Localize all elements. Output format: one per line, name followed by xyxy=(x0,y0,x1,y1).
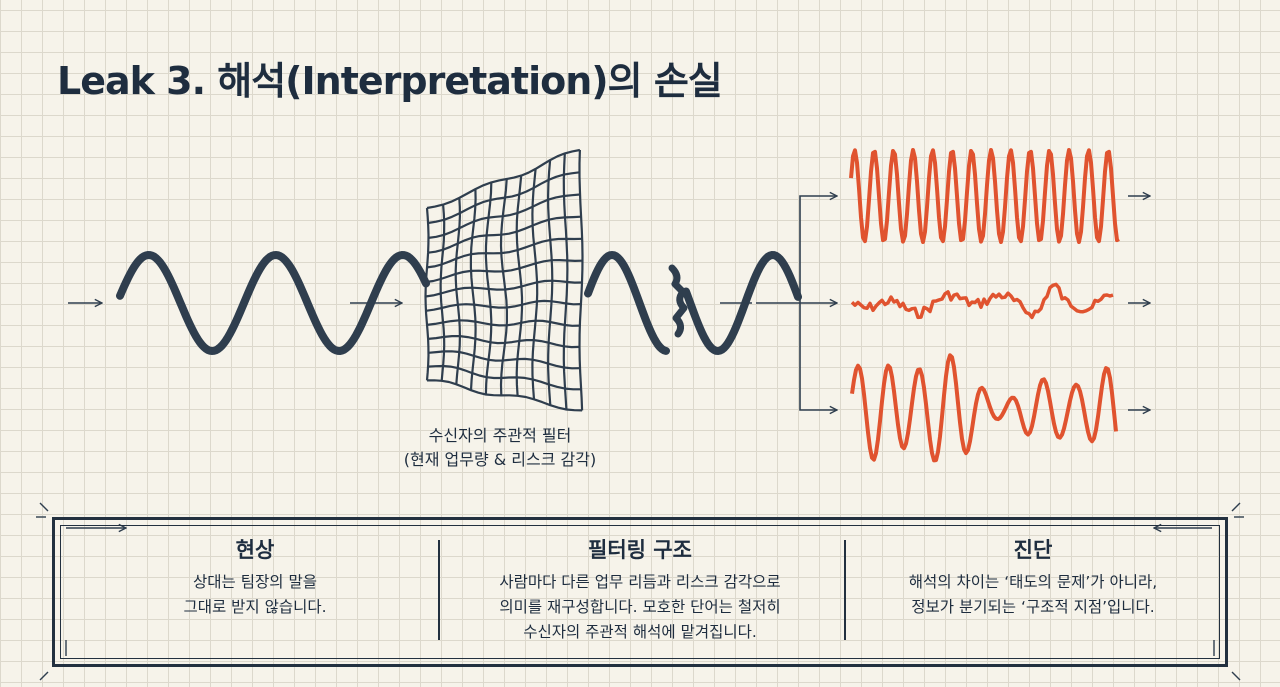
filtered-wave-segment xyxy=(584,250,670,355)
filter-caption: 수신자의 주관적 필터 (현재 업무량 & 리스크 감각) xyxy=(360,424,640,472)
summary-panel-inner-frame xyxy=(60,525,1220,659)
column-body: 해석의 차이는 ‘태도의 문제’가 아니라, 정보가 분기되는 ‘구조적 지점’… xyxy=(853,570,1213,620)
column-divider xyxy=(844,540,846,640)
filtered-wave-segment xyxy=(682,250,802,356)
page-title: Leak 3. 해석(Interpretation)의 손실 xyxy=(57,59,723,103)
column-phenomenon: 현상 상대는 팀장의 말을 그대로 받지 않습니다. xyxy=(75,534,435,620)
output-wave-irregular xyxy=(850,353,1118,463)
column-body: 상대는 팀장의 말을 그대로 받지 않습니다. xyxy=(75,570,435,620)
column-heading: 진단 xyxy=(1013,538,1053,562)
column-line: 상대는 팀장의 말을 xyxy=(193,573,317,591)
output-arrows xyxy=(1128,196,1150,410)
column-line: 정보가 분기되는 ‘구조적 지점’입니다. xyxy=(911,598,1155,616)
wave-break-mark xyxy=(668,264,688,338)
column-line: 그대로 받지 않습니다. xyxy=(183,598,327,616)
column-diagnosis: 진단 해석의 차이는 ‘태도의 문제’가 아니라, 정보가 분기되는 ‘구조적 … xyxy=(853,534,1213,620)
corner-marks xyxy=(36,502,1244,681)
column-filtering-structure: 필터링 구조 사람마다 다른 업무 리듬과 리스크 감각으로 의미를 재구성합니… xyxy=(460,534,820,645)
output-wave-noisy xyxy=(850,282,1114,320)
column-line: 수신자의 주관적 해석에 맡겨집니다. xyxy=(523,623,757,641)
column-body: 사람마다 다른 업무 리듬과 리스크 감각으로 의미를 재구성합니다. 모호한 … xyxy=(460,570,820,645)
branch-arrows xyxy=(756,196,837,410)
summary-panel: 현상 상대는 팀장의 말을 그대로 받지 않습니다. 필터링 구조 사람마다 다… xyxy=(52,517,1228,667)
output-wave-high-frequency xyxy=(849,148,1120,244)
input-wave xyxy=(116,250,430,356)
subjective-filter-grid xyxy=(424,148,584,412)
filter-caption-title: 수신자의 주관적 필터 xyxy=(428,426,572,445)
column-line: 의미를 재구성합니다. 모호한 단어는 철저히 xyxy=(499,598,781,616)
filter-caption-subtitle: (현재 업무량 & 리스크 감각) xyxy=(403,450,597,469)
column-line: 사람마다 다른 업무 리듬과 리스크 감각으로 xyxy=(499,573,781,591)
column-divider xyxy=(438,540,440,640)
column-heading: 필터링 구조 xyxy=(588,538,692,562)
column-line: 해석의 차이는 ‘태도의 문제’가 아니라, xyxy=(908,573,1158,591)
column-heading: 현상 xyxy=(235,538,275,562)
